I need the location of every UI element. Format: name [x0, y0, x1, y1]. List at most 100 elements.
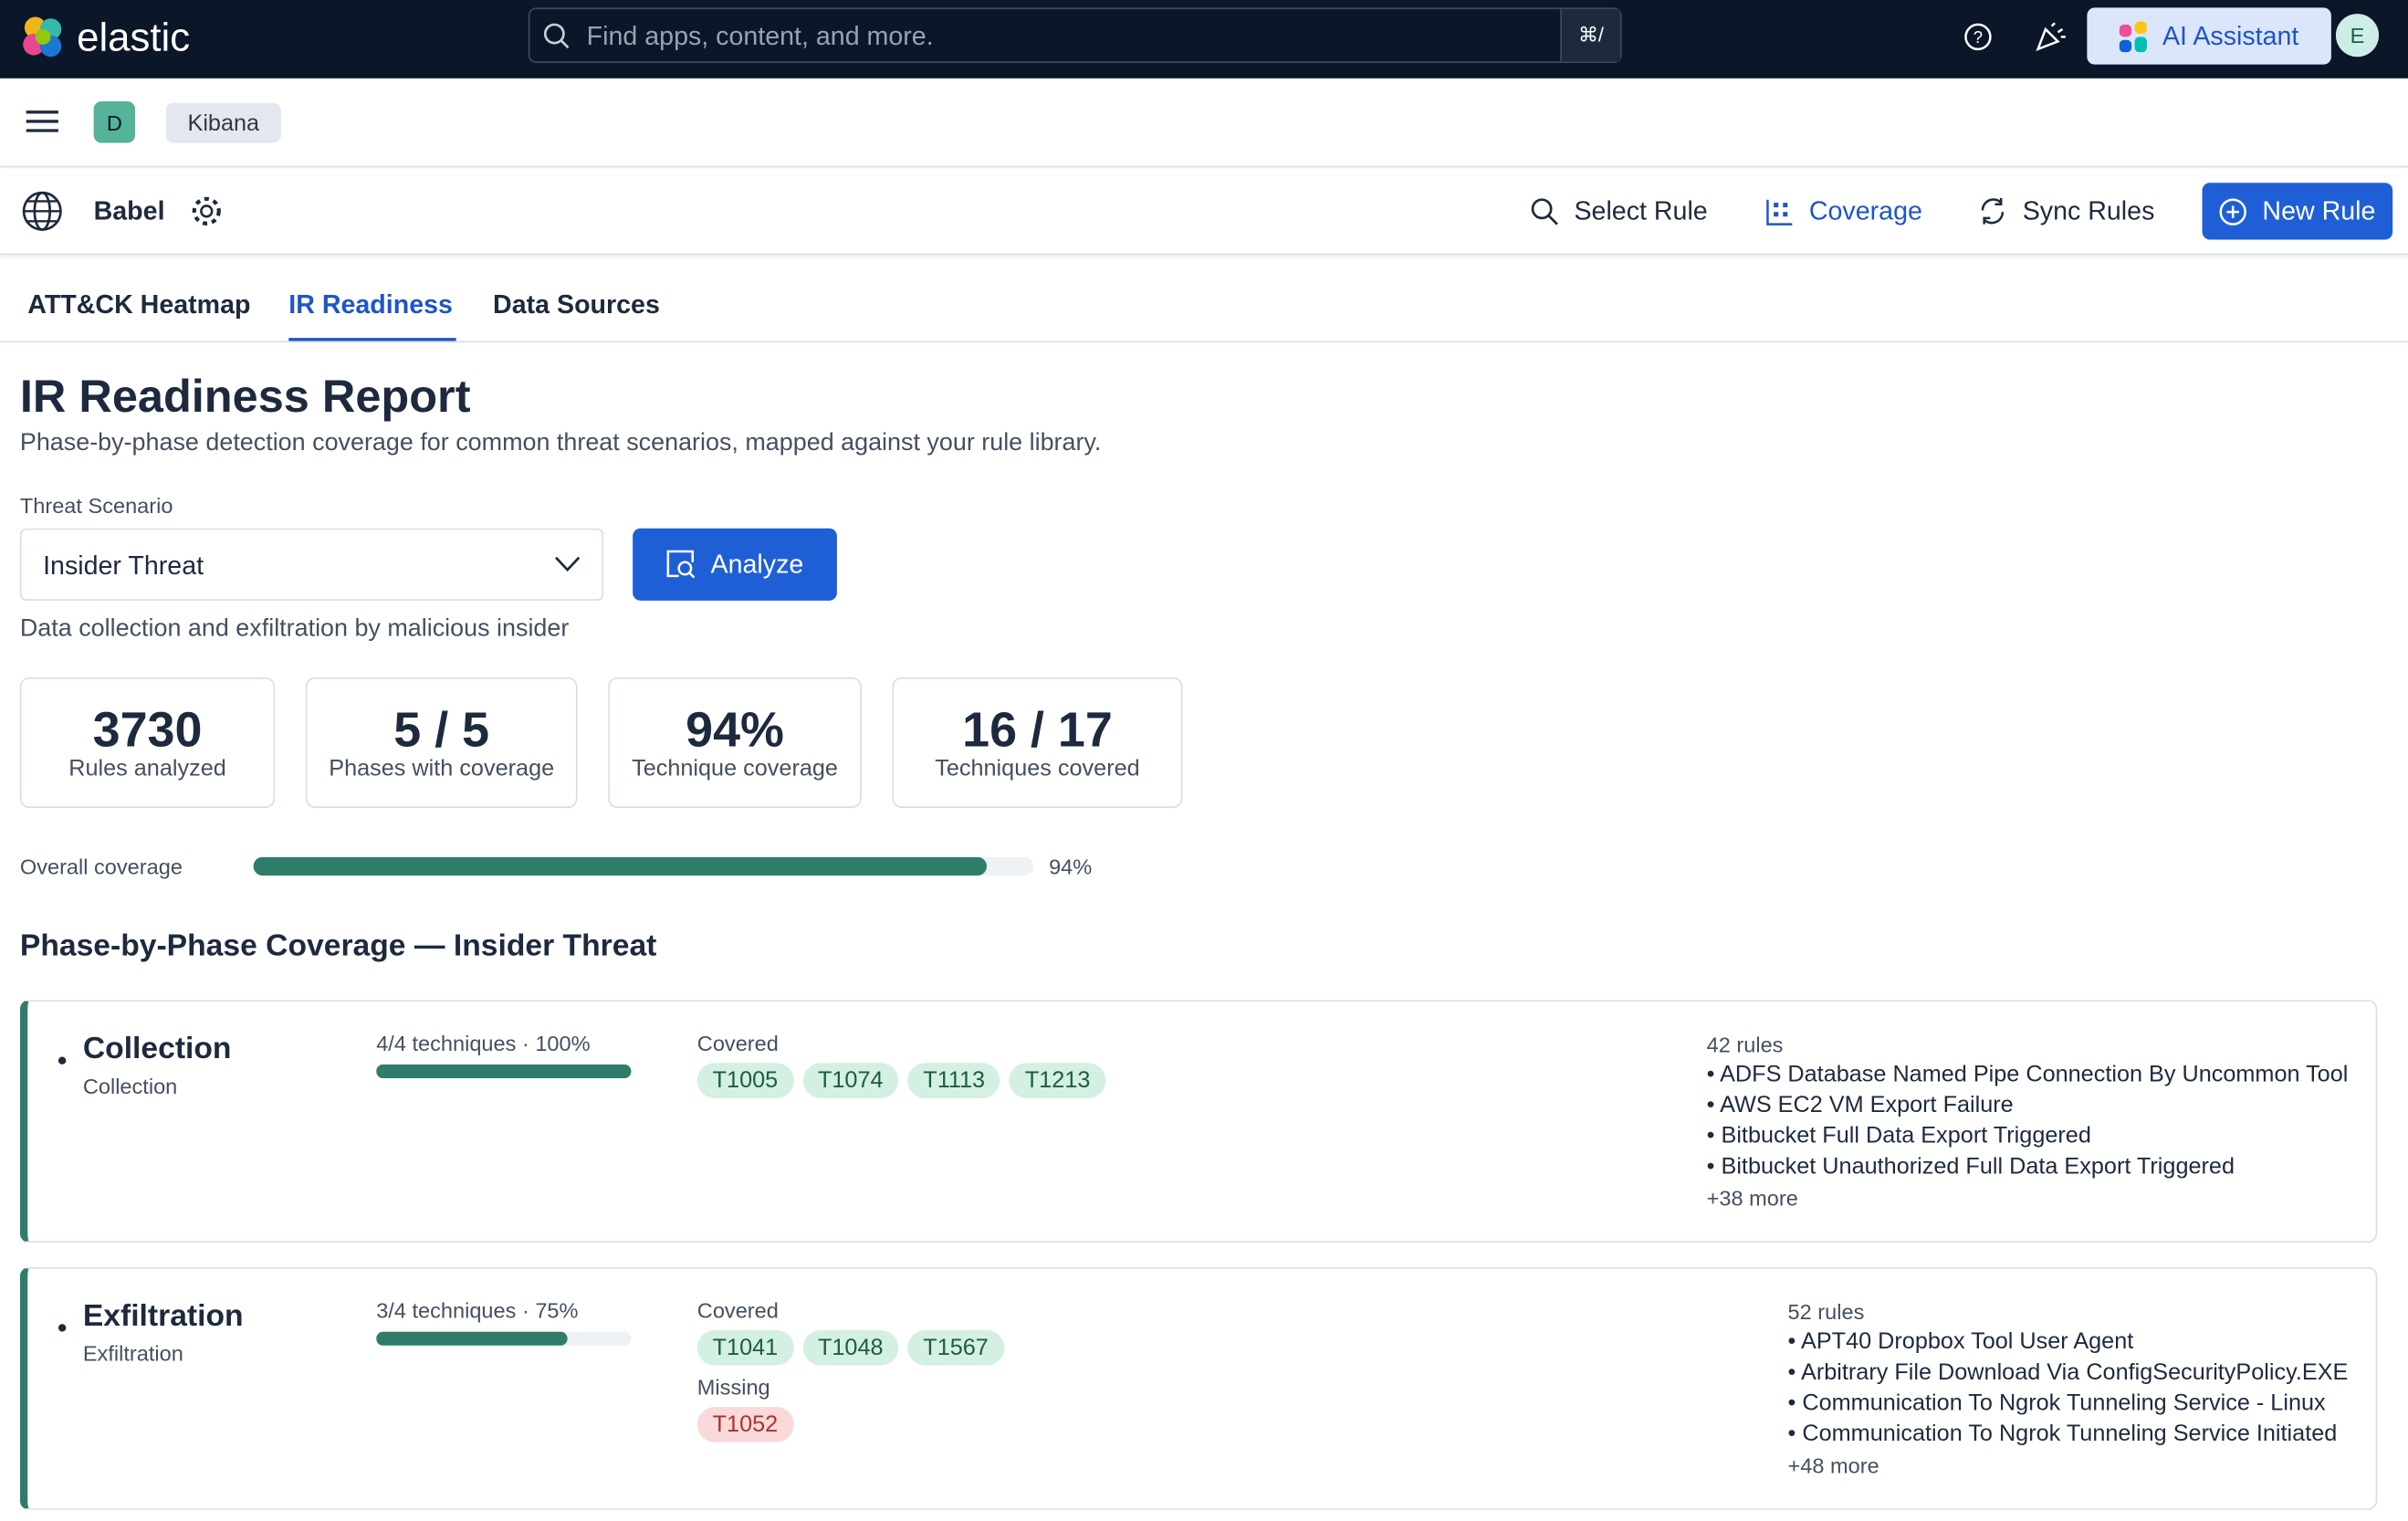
analyze-icon — [666, 550, 695, 579]
missing-label: Missing — [696, 1374, 770, 1400]
sync-icon — [1981, 198, 2005, 225]
news-icon[interactable] — [2033, 20, 2067, 54]
tab-divider — [0, 341, 2408, 343]
rule-item: ADFS Database Named Pipe Connection By U… — [1707, 1060, 2348, 1091]
breadcrumb-bar: D Kibana — [0, 79, 2408, 168]
rule-item: AWS EC2 VM Export Failure — [1707, 1091, 2349, 1122]
label: Analyze — [710, 549, 804, 579]
ai-icon — [2119, 20, 2148, 52]
rules-list: 42 rules ADFS Database Named Pipe Connect… — [1707, 1029, 2349, 1213]
stat-value: 94% — [686, 701, 784, 758]
selected-scenario: Insider Threat — [43, 551, 204, 581]
scenario-description: Data collection and exfiltration by mali… — [19, 615, 570, 643]
sync-rules-button[interactable]: Sync Rules — [1978, 183, 2154, 239]
phase-card: Exfiltration Exfiltration 3/4 techniques ·… — [19, 1266, 2378, 1510]
stat-card: 5 / 5 Phases with coverage — [305, 677, 578, 808]
shortcut: ⌘/ — [1560, 9, 1620, 62]
stat-value: 16 / 17 — [962, 701, 1113, 758]
stat-value: 3730 — [92, 701, 203, 758]
stat-label: Rules analyzed — [68, 755, 226, 782]
covered-tags: T1005 T1074 T1113 T1213 — [696, 1063, 1115, 1098]
settings-icon[interactable] — [191, 195, 223, 227]
coverage-button[interactable]: Coverage — [1766, 183, 1922, 239]
search-placeholder: Find apps, content, and more. — [586, 21, 934, 51]
field-label: Threat Scenario — [19, 493, 173, 518]
technique-tag: T1005 — [696, 1063, 794, 1098]
tab[interactable]: ATT&CK Heatmap — [27, 289, 251, 320]
technique-tag: T1041 — [696, 1329, 794, 1366]
stat-card: 94% Technique coverage — [608, 677, 862, 808]
elastic-logo — [23, 16, 62, 58]
rule-item: Arbitrary File Download Via ConfigSecuri… — [1788, 1358, 2348, 1389]
stat-card: 16 / 17 Techniques covered — [892, 677, 1183, 808]
tab[interactable]: Data Sources — [493, 289, 660, 320]
progress-bar — [376, 1331, 632, 1346]
progress-label: 3/4 techniques · 75% — [376, 1297, 579, 1323]
label: Sync Rules — [2022, 195, 2155, 226]
grid-icon — [1766, 198, 1793, 226]
rule-item: Communication To Ngrok Tunneling Service… — [1788, 1389, 2349, 1420]
app-name: Babel — [93, 196, 165, 226]
overall-value: 94% — [1049, 854, 1093, 879]
search-icon — [543, 23, 570, 49]
app-header: Babel Select Rule Coverage Sync Rules Ne… — [0, 169, 2408, 256]
ai-assistant-button[interactable]: AI Assistant — [2087, 7, 2331, 65]
rule-item: Bitbucket Full Data Export Triggered — [1707, 1121, 2349, 1152]
analyze-button[interactable]: Analyze — [633, 528, 837, 601]
phase-name: Collection — [82, 1032, 232, 1066]
technique-tag: T1213 — [1010, 1063, 1106, 1098]
menu-icon[interactable] — [26, 109, 58, 135]
stat-card: 3730 Rules analyzed — [19, 677, 276, 808]
rule-item: APT40 Dropbox Tool User Agent — [1788, 1327, 2349, 1358]
overall-label: Overall coverage — [19, 854, 183, 879]
rule-item: Communication To Ngrok Tunneling Service… — [1788, 1420, 2349, 1451]
technique-tag: T1113 — [907, 1063, 1000, 1098]
space-badge[interactable]: D — [93, 101, 136, 143]
bullet — [58, 1056, 67, 1065]
technique-tag: T1567 — [907, 1329, 1004, 1366]
technique-tag: T1048 — [802, 1329, 899, 1366]
bullet — [58, 1324, 67, 1332]
avatar[interactable]: E — [2335, 14, 2380, 58]
phase-card: Collection Collection 4/4 techniques · 100… — [19, 1000, 2378, 1243]
covered-label: Covered — [696, 1030, 779, 1055]
report-subtitle: Phase-by-phase detection coverage for co… — [19, 430, 1102, 456]
label: Coverage — [1808, 195, 1922, 226]
stat-label: Technique coverage — [632, 755, 838, 782]
stat-label: Phases with coverage — [329, 755, 555, 782]
select-rule-button[interactable]: Select Rule — [1531, 183, 1708, 239]
bar-fill — [376, 1331, 568, 1346]
app-breadcrumb[interactable]: Kibana — [165, 102, 281, 143]
globe-icon — [22, 191, 62, 231]
new-rule-button[interactable]: New Rule — [2202, 183, 2393, 240]
rules-count: 52 rules — [1787, 1299, 1865, 1325]
progress-bar — [376, 1064, 632, 1079]
label: New Rule — [2262, 195, 2376, 226]
rules-list: 52 rulesAPT40 Dropbox Tool User AgentArb… — [1788, 1296, 2349, 1481]
ai-label: AI Assistant — [2162, 20, 2299, 50]
rules-count: 42 rules — [1706, 1032, 1784, 1057]
help-icon[interactable]: ? — [1963, 22, 1994, 53]
top-bar: elastic Find apps, content, and more. ⌘/… — [0, 0, 2408, 79]
covered-label: Covered — [696, 1297, 779, 1323]
covered-tags: T1041 T1048 T1567 — [696, 1329, 1013, 1366]
progress-label: 4/4 techniques · 100% — [376, 1030, 591, 1055]
tab-active[interactable]: IR Readiness — [288, 290, 456, 341]
svg-text:?: ? — [1974, 27, 1983, 47]
more-link[interactable]: +38 more — [1706, 1185, 1798, 1211]
phase-subtitle: Collection — [82, 1073, 178, 1098]
more-link[interactable]: +48 more — [1787, 1453, 1879, 1478]
rule-item: Bitbucket Unauthorized Full Data Export … — [1707, 1152, 2349, 1183]
stat-label: Techniques covered — [935, 755, 1140, 782]
section-title: Phase-by-Phase Coverage — Insider Threat — [19, 928, 657, 963]
plus-icon — [2219, 197, 2247, 226]
stat-value: 5 / 5 — [393, 701, 490, 758]
scenario-select[interactable]: Insider Threat — [19, 528, 604, 601]
search-box[interactable]: Find apps, content, and more. ⌘/ — [528, 7, 1622, 63]
search-icon — [1531, 197, 1558, 225]
brand: elastic — [77, 14, 191, 60]
overall-bar — [253, 856, 1034, 876]
phase-subtitle: Exfiltration — [82, 1340, 183, 1366]
report-title: IR Readiness Report — [19, 372, 471, 423]
